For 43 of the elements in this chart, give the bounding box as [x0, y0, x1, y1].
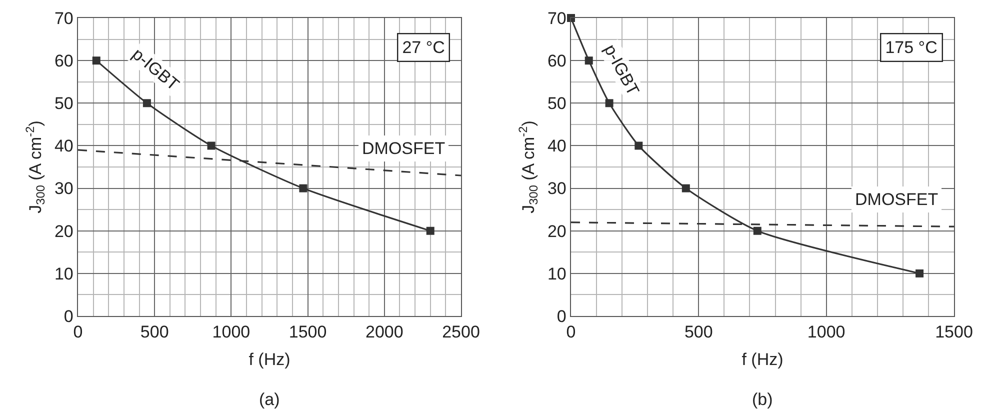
y-tick-label: 40 [54, 136, 74, 156]
x-tick-label: 1000 [807, 322, 846, 342]
series-label: DMOSFET [362, 139, 446, 158]
point [753, 226, 762, 235]
point [605, 99, 614, 108]
x-tick-label: 1000 [212, 322, 250, 342]
y-tick-label: 70 [547, 8, 566, 28]
point [299, 184, 308, 192]
point [634, 142, 643, 150]
series-label: DMOSFET [855, 190, 938, 209]
text: (b) [752, 390, 773, 409]
y-tick-label: 20 [54, 222, 74, 241]
y-tick-label: 30 [54, 179, 74, 198]
x-axis-title: f (Hz) [248, 350, 290, 369]
y-tick-label: 30 [547, 179, 566, 198]
x-tick-label: 500 [140, 322, 169, 342]
text: (a) [259, 390, 280, 409]
y-tick-label: 0 [556, 306, 566, 326]
y-tick-label: 40 [547, 136, 566, 156]
point [916, 269, 924, 278]
y-tick-label: 60 [54, 52, 74, 71]
point [207, 142, 216, 150]
y-tick-label: 60 [547, 52, 566, 71]
y-tick-label: 10 [547, 264, 566, 284]
y-tick-label: 10 [54, 264, 74, 284]
y-tick-label: 50 [547, 94, 566, 114]
x-tick-label: 2000 [365, 322, 404, 342]
x-tick-label: 500 [684, 322, 713, 342]
point [426, 226, 434, 235]
x-tick-label: 2500 [442, 322, 480, 342]
y-tick-label: 70 [54, 8, 74, 28]
annotation: 175 °C [885, 38, 938, 58]
x-tick-label: 1500 [935, 322, 973, 342]
x-axis-title: f (Hz) [742, 350, 784, 369]
y-tick-label: 50 [54, 94, 74, 114]
point [682, 184, 690, 192]
x-tick-label: 1500 [288, 322, 327, 342]
point [142, 99, 151, 108]
y-tick-label: 0 [64, 306, 74, 326]
point [584, 56, 593, 65]
annotation: 27 °C [402, 38, 445, 58]
y-tick-label: 20 [547, 222, 566, 241]
point [92, 56, 100, 65]
